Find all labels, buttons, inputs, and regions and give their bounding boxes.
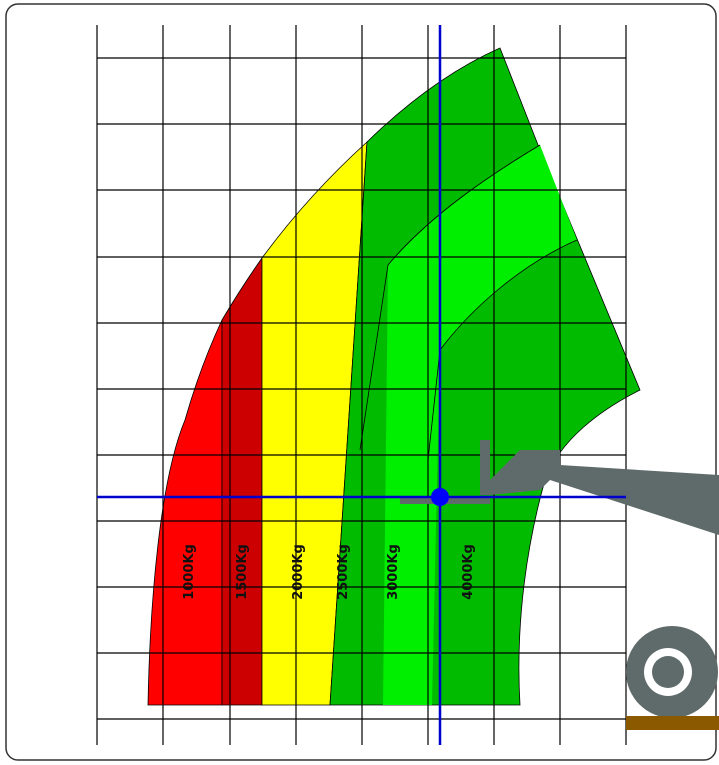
zone-label: 1000Kg <box>182 544 197 600</box>
load-chart: 1000Kg 1500Kg 2000Kg 2500Kg 3000Kg 4000K… <box>0 0 719 765</box>
zone-1500 <box>222 258 262 705</box>
zone-label: 1500Kg <box>235 544 250 600</box>
zone-label: 3000Kg <box>386 544 401 600</box>
zone-label: 2500Kg <box>336 544 351 600</box>
zone-label: 4000Kg <box>461 544 476 600</box>
chassis <box>626 716 719 730</box>
wheel-hub-inner <box>652 656 684 688</box>
load-point <box>431 488 449 506</box>
zone-label: 2000Kg <box>291 544 306 600</box>
